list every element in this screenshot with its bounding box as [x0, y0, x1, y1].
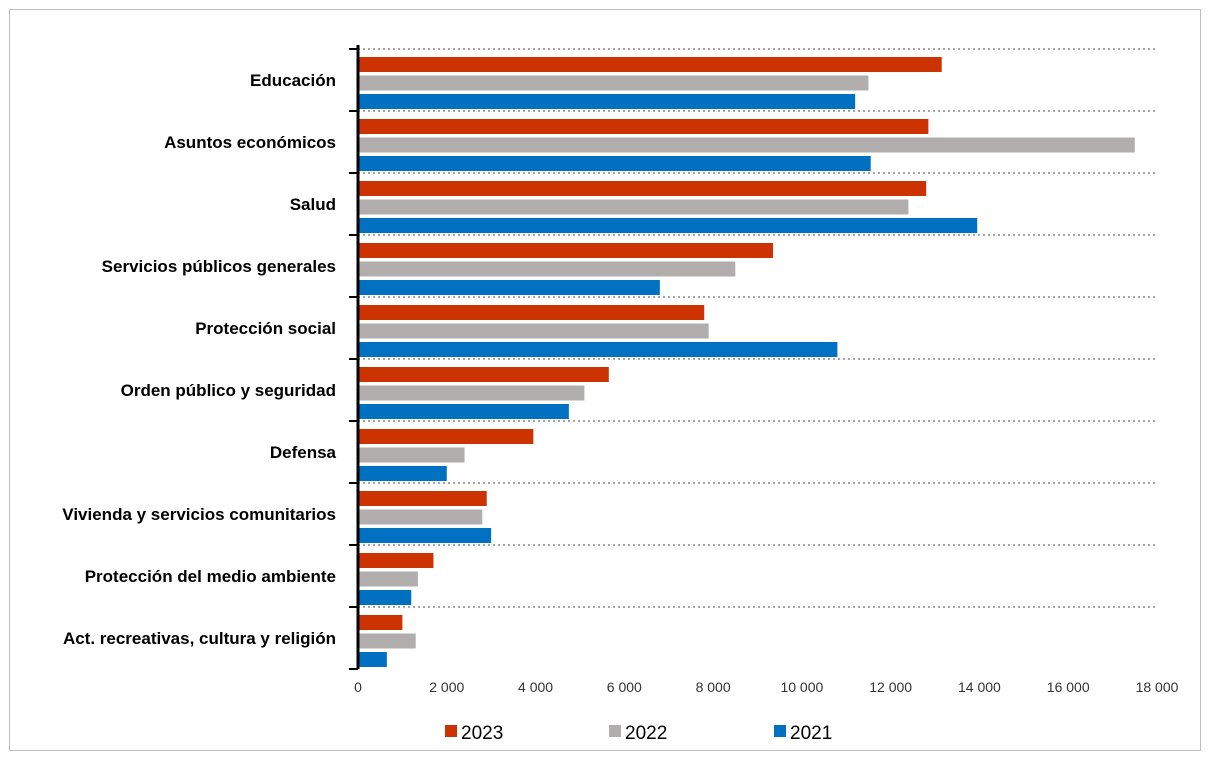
- legend-swatch-2023: [445, 725, 457, 737]
- bar-2021-5: [358, 342, 838, 357]
- bar-2022-9: [358, 571, 418, 587]
- bar-2023-7: [358, 429, 534, 444]
- bar-2022-2: [358, 137, 1135, 153]
- bar-2021-4: [358, 280, 660, 295]
- legend-label-2021: 2021: [790, 723, 832, 744]
- x-tick-label: 16 000: [1047, 679, 1090, 695]
- legend-swatch-2022: [609, 725, 621, 737]
- x-tick-label: 2 000: [429, 679, 464, 695]
- bar-2022-10: [358, 633, 416, 649]
- bar-2023-1: [358, 57, 942, 72]
- category-label: Servicios públicos generales: [102, 257, 336, 276]
- bar-2021-7: [358, 466, 447, 481]
- category-label: Act. recreativas, cultura y religión: [63, 629, 336, 648]
- bar-2021-3: [358, 218, 978, 233]
- x-tick-label: 18 000: [1136, 679, 1179, 695]
- legend-label-2023: 2023: [461, 723, 503, 744]
- bar-2021-2: [358, 156, 871, 171]
- bar-2021-8: [358, 528, 492, 543]
- bar-2022-3: [358, 199, 909, 215]
- bar-2022-4: [358, 261, 736, 277]
- category-label: Vivienda y servicios comunitarios: [62, 505, 336, 524]
- x-tick-label: 10 000: [780, 679, 823, 695]
- legend-label-2022: 2022: [625, 723, 667, 744]
- bar-2023-3: [358, 181, 927, 196]
- bar-2021-1: [358, 94, 856, 109]
- bar-2021-9: [358, 590, 412, 605]
- category-label: Educación: [250, 71, 336, 90]
- bar-2022-8: [358, 509, 483, 525]
- bar-2023-6: [358, 367, 609, 382]
- x-tick-label: 0: [354, 679, 362, 695]
- bar-2023-5: [358, 305, 705, 320]
- bar-2023-9: [358, 553, 434, 568]
- category-label: Orden público y seguridad: [121, 381, 336, 400]
- x-tick-label: 4 000: [518, 679, 553, 695]
- category-label: Salud: [290, 195, 336, 214]
- category-label: Protección del medio ambiente: [85, 567, 336, 586]
- category-label: Asuntos económicos: [164, 133, 336, 152]
- bar-2022-7: [358, 447, 465, 463]
- bar-2023-10: [358, 615, 403, 630]
- bar-2021-6: [358, 404, 569, 419]
- bar-2023-4: [358, 243, 774, 258]
- bar-2023-8: [358, 491, 487, 506]
- category-label: Defensa: [270, 443, 337, 462]
- x-tick-label: 12 000: [869, 679, 912, 695]
- x-tick-label: 8 000: [696, 679, 731, 695]
- x-tick-label: 6 000: [607, 679, 642, 695]
- bar-2023-2: [358, 119, 929, 134]
- legend-swatch-2021: [774, 725, 786, 737]
- bar-2022-5: [358, 323, 709, 339]
- bar-2022-6: [358, 385, 585, 401]
- category-label: Protección social: [195, 319, 336, 338]
- bar-2022-1: [358, 75, 869, 91]
- x-tick-label: 14 000: [958, 679, 1001, 695]
- bar-2021-10: [358, 652, 387, 667]
